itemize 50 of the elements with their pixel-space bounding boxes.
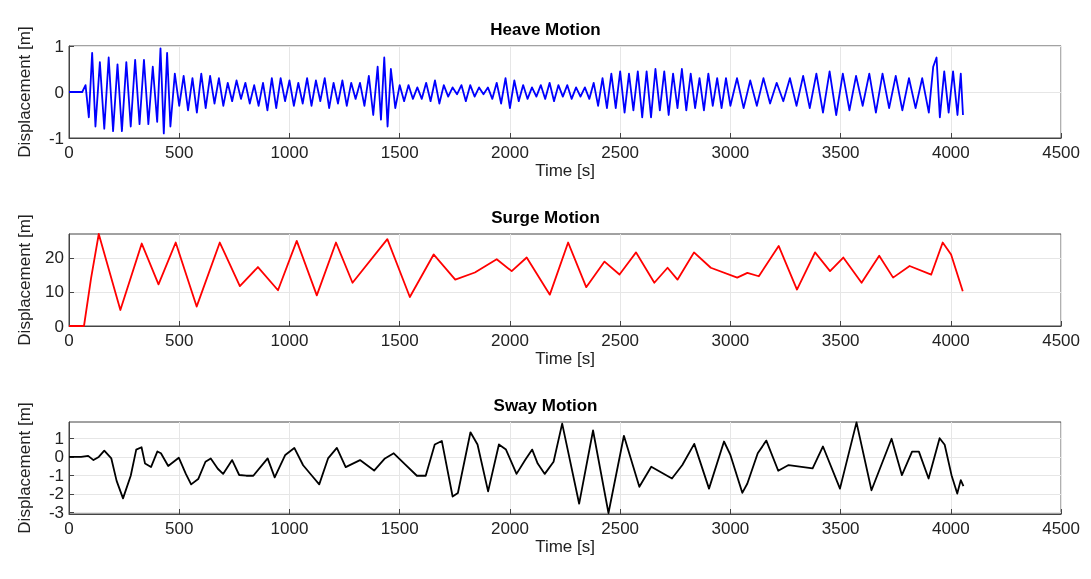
x-tick-label: 2000 [491, 331, 529, 350]
chart-title: Sway Motion [493, 396, 598, 415]
line-series [68, 421, 965, 514]
x-tick-label: 4500 [1042, 519, 1080, 538]
x-tick-label: 1000 [270, 143, 309, 162]
x-tick-label: 1000 [270, 331, 309, 350]
y-tick-label: -3 [48, 502, 64, 522]
y-tick-label: 10 [45, 282, 64, 302]
x-tick-label: 4000 [931, 143, 970, 162]
y-axis-title: Displacement [m] [15, 214, 34, 346]
x-tick-label: 4000 [931, 519, 970, 538]
x-tick-label: 3000 [711, 331, 750, 350]
x-tick-label: 4000 [931, 331, 970, 350]
x-axis-title: Time [s] [535, 161, 595, 180]
x-tick-label: 3500 [821, 331, 860, 350]
y-tick-label: -1 [48, 128, 64, 148]
x-tick-label: 2500 [601, 143, 640, 162]
y-tick-label: 1 [54, 429, 64, 449]
y-tick-label: 1 [54, 36, 64, 56]
line-series [68, 233, 964, 327]
x-tick-label: 4500 [1042, 143, 1080, 162]
x-axis-title: Time [s] [535, 537, 595, 556]
x-tick-label: 500 [165, 519, 194, 538]
x-tick-label: 3500 [821, 519, 860, 538]
y-tick-label: 0 [54, 447, 64, 467]
x-tick-label: 2000 [491, 519, 529, 538]
x-tick-label: 500 [165, 143, 194, 162]
x-tick-label: 1000 [270, 519, 309, 538]
x-tick-label: 500 [165, 331, 194, 350]
x-tick-label: 2500 [601, 331, 640, 350]
x-tick-label: 1500 [380, 519, 419, 538]
y-axis-title: Displacement [m] [15, 402, 34, 534]
x-tick-label: 3500 [821, 143, 860, 162]
y-axis-title: Displacement [m] [15, 26, 34, 158]
y-tick-label: -2 [48, 484, 64, 504]
chart-title: Surge Motion [491, 208, 600, 227]
x-tick-label: 1500 [380, 331, 419, 350]
x-tick-label: 3000 [711, 519, 750, 538]
y-tick-label: 0 [54, 316, 64, 336]
x-tick-label: 1500 [380, 143, 419, 162]
x-tick-label: 2500 [601, 519, 640, 538]
y-tick-label: 20 [45, 248, 64, 268]
y-tick-label: -1 [48, 465, 64, 485]
chart-title: Heave Motion [490, 20, 601, 39]
x-tick-label: 4500 [1042, 331, 1080, 350]
y-tick-label: 0 [54, 82, 64, 102]
x-axis-title: Time [s] [535, 349, 595, 368]
x-tick-label: 3000 [711, 143, 750, 162]
x-tick-label: 2000 [491, 143, 529, 162]
line-series [68, 47, 964, 135]
